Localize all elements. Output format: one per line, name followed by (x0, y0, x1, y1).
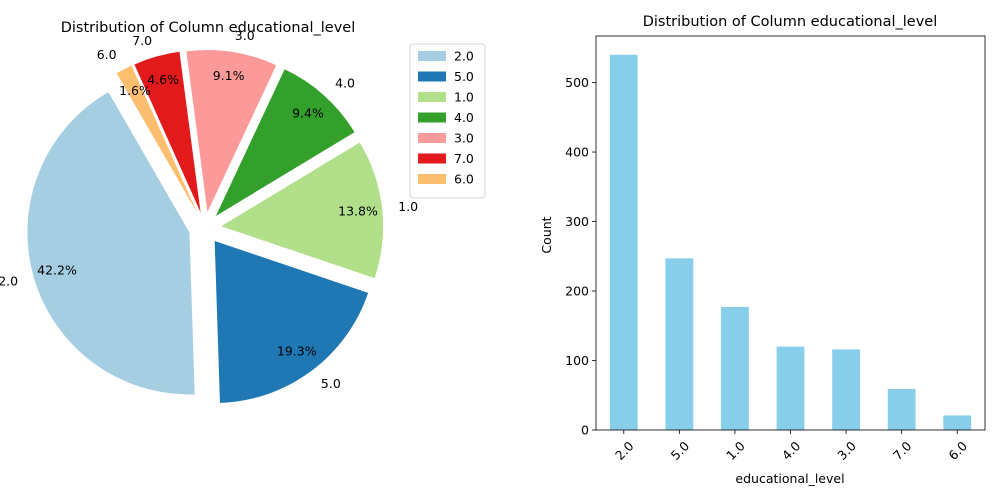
x-tick-label: 4.0 (779, 438, 804, 463)
legend-swatch (418, 92, 446, 102)
pie-legend: 2.0 5.0 1.0 4.0 3.0 7.0 6.0 (409, 43, 486, 199)
plot-frame (595, 35, 986, 431)
y-tick-label: 200 (565, 284, 589, 299)
legend-swatch (418, 51, 446, 61)
pie-percent-label: 13.8% (338, 203, 378, 218)
bar-5.0 (665, 258, 694, 430)
bar-ylabel: Count (539, 216, 554, 253)
bar-xlabel: educational_level (735, 471, 844, 486)
pie-labels: 2.0 42.2% 5.0 19.3% 1.0 13.8% 4.0 9.4% 3.0 9.1% 7.… (0, 28, 418, 391)
bar-1.0 (721, 307, 749, 430)
pie-slice-7.0 (134, 51, 201, 213)
pie-percent-label: 19.3% (277, 344, 317, 359)
legend-entry: 3.0 (454, 131, 474, 146)
bar-bars (609, 54, 972, 431)
pie-percent-label: 9.1% (213, 68, 245, 83)
y-tick-label: 100 (565, 353, 589, 368)
pie-percent-label: 9.4% (292, 106, 324, 121)
pie-slices (27, 49, 384, 403)
pie-slice-5.0 (214, 241, 369, 403)
pie-category-label: 2.0 (0, 273, 18, 288)
legend-entry: 7.0 (454, 151, 474, 166)
pie-percent-label: 4.6% (147, 72, 179, 87)
x-tick-label: 2.0 (612, 438, 637, 463)
pie-chart: Distribution of Column educational_level… (0, 20, 486, 403)
y-tick-label: 0 (581, 423, 589, 438)
pie-slice-3.0 (186, 49, 277, 212)
pie-category-label: 7.0 (132, 33, 152, 48)
bar-6.0 (943, 415, 972, 430)
y-tick-label: 400 (565, 145, 589, 160)
x-tick-label: 6.0 (945, 438, 970, 463)
pie-category-label: 3.0 (235, 28, 255, 43)
x-tick-label: 3.0 (834, 438, 859, 463)
x-tick-label: 1.0 (723, 438, 748, 463)
y-tick-label: 500 (565, 75, 589, 90)
legend-entry: 5.0 (454, 69, 474, 84)
pie-slice-4.0 (215, 69, 355, 216)
legend-swatch (418, 133, 446, 143)
pie-percent-label: 1.6% (119, 83, 151, 98)
pie-slice-2.0 (27, 92, 195, 395)
bar-title: Distribution of Column educational_level (643, 14, 938, 30)
legend-swatch (418, 153, 446, 164)
bar-3.0 (832, 349, 860, 430)
x-tick-label: 7.0 (890, 438, 915, 463)
legend-entry: 6.0 (454, 172, 474, 187)
bar-2.0 (609, 54, 638, 431)
bar-4.0 (776, 346, 805, 430)
bar-chart: Distribution of Column educational_level… (539, 14, 986, 486)
legend-swatch (418, 71, 446, 82)
pie-category-label: 5.0 (321, 376, 341, 391)
legend-swatch (418, 174, 446, 184)
pie-title: Distribution of Column educational_level (61, 20, 356, 36)
pie-category-label: 1.0 (398, 199, 418, 214)
x-tick-label: 5.0 (668, 438, 693, 463)
pie-slice-6.0 (116, 65, 198, 214)
y-tick-label: 300 (565, 214, 589, 229)
pie-slice-1.0 (221, 142, 384, 279)
pie-category-label: 4.0 (335, 76, 355, 91)
pie-percent-label: 42.2% (37, 262, 77, 277)
legend-entry: 1.0 (454, 90, 474, 105)
legend-entry: 4.0 (454, 110, 474, 125)
legend-swatch (418, 112, 446, 123)
pie-category-label: 6.0 (97, 47, 117, 62)
bar-7.0 (887, 389, 916, 430)
legend-entry: 2.0 (454, 49, 474, 64)
